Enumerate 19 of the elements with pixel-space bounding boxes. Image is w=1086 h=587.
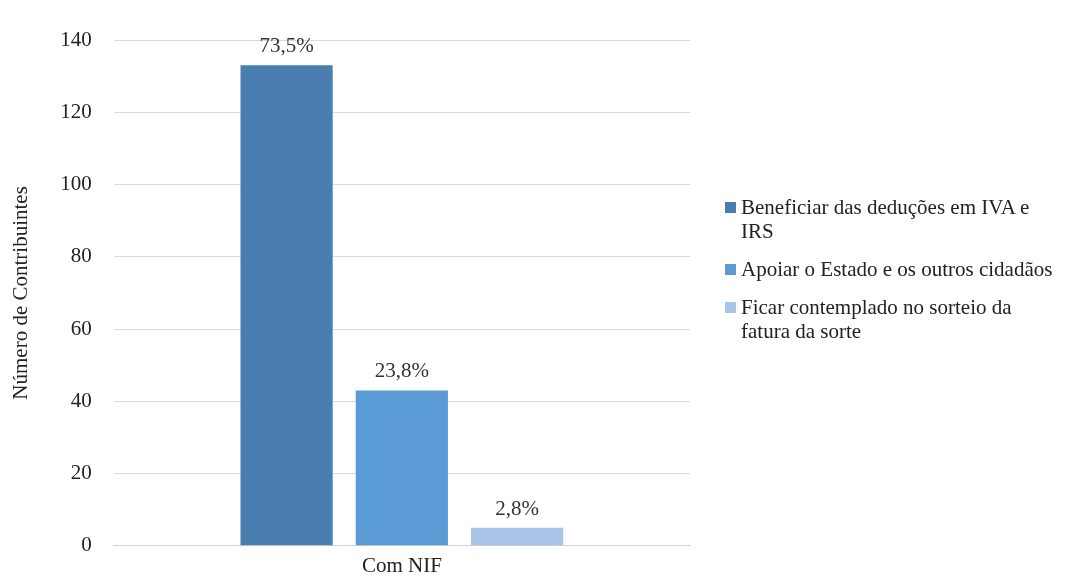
legend-label: Beneficiar das deduções em IVA e IRS [741, 195, 1031, 243]
y-tick-label: 80 [70, 243, 92, 268]
legend-label: Apoiar o Estado e os outros cidadãos [741, 257, 1053, 281]
y-tick-label: 120 [60, 98, 92, 123]
y-axis-title: Número de Contribuintes [8, 186, 33, 400]
annotation: 23,8% [374, 358, 429, 383]
annotation: 2,8% [495, 495, 539, 520]
annotation: 73,5% [259, 33, 314, 58]
y-tick-label: 0 [81, 532, 92, 557]
y-tick-label: 40 [70, 387, 92, 412]
y-tick-label: 100 [60, 171, 92, 196]
y-tick-label: 60 [70, 315, 92, 340]
bar [471, 527, 564, 546]
y-tick-label: 20 [70, 460, 92, 485]
y-tick-label: 140 [60, 26, 92, 51]
x-tick-label: Com NIF [361, 552, 442, 577]
bar [355, 390, 448, 546]
legend-label: Ficar contemplado no sorteio da fatura da sorte [741, 295, 1013, 343]
bar [240, 65, 333, 546]
